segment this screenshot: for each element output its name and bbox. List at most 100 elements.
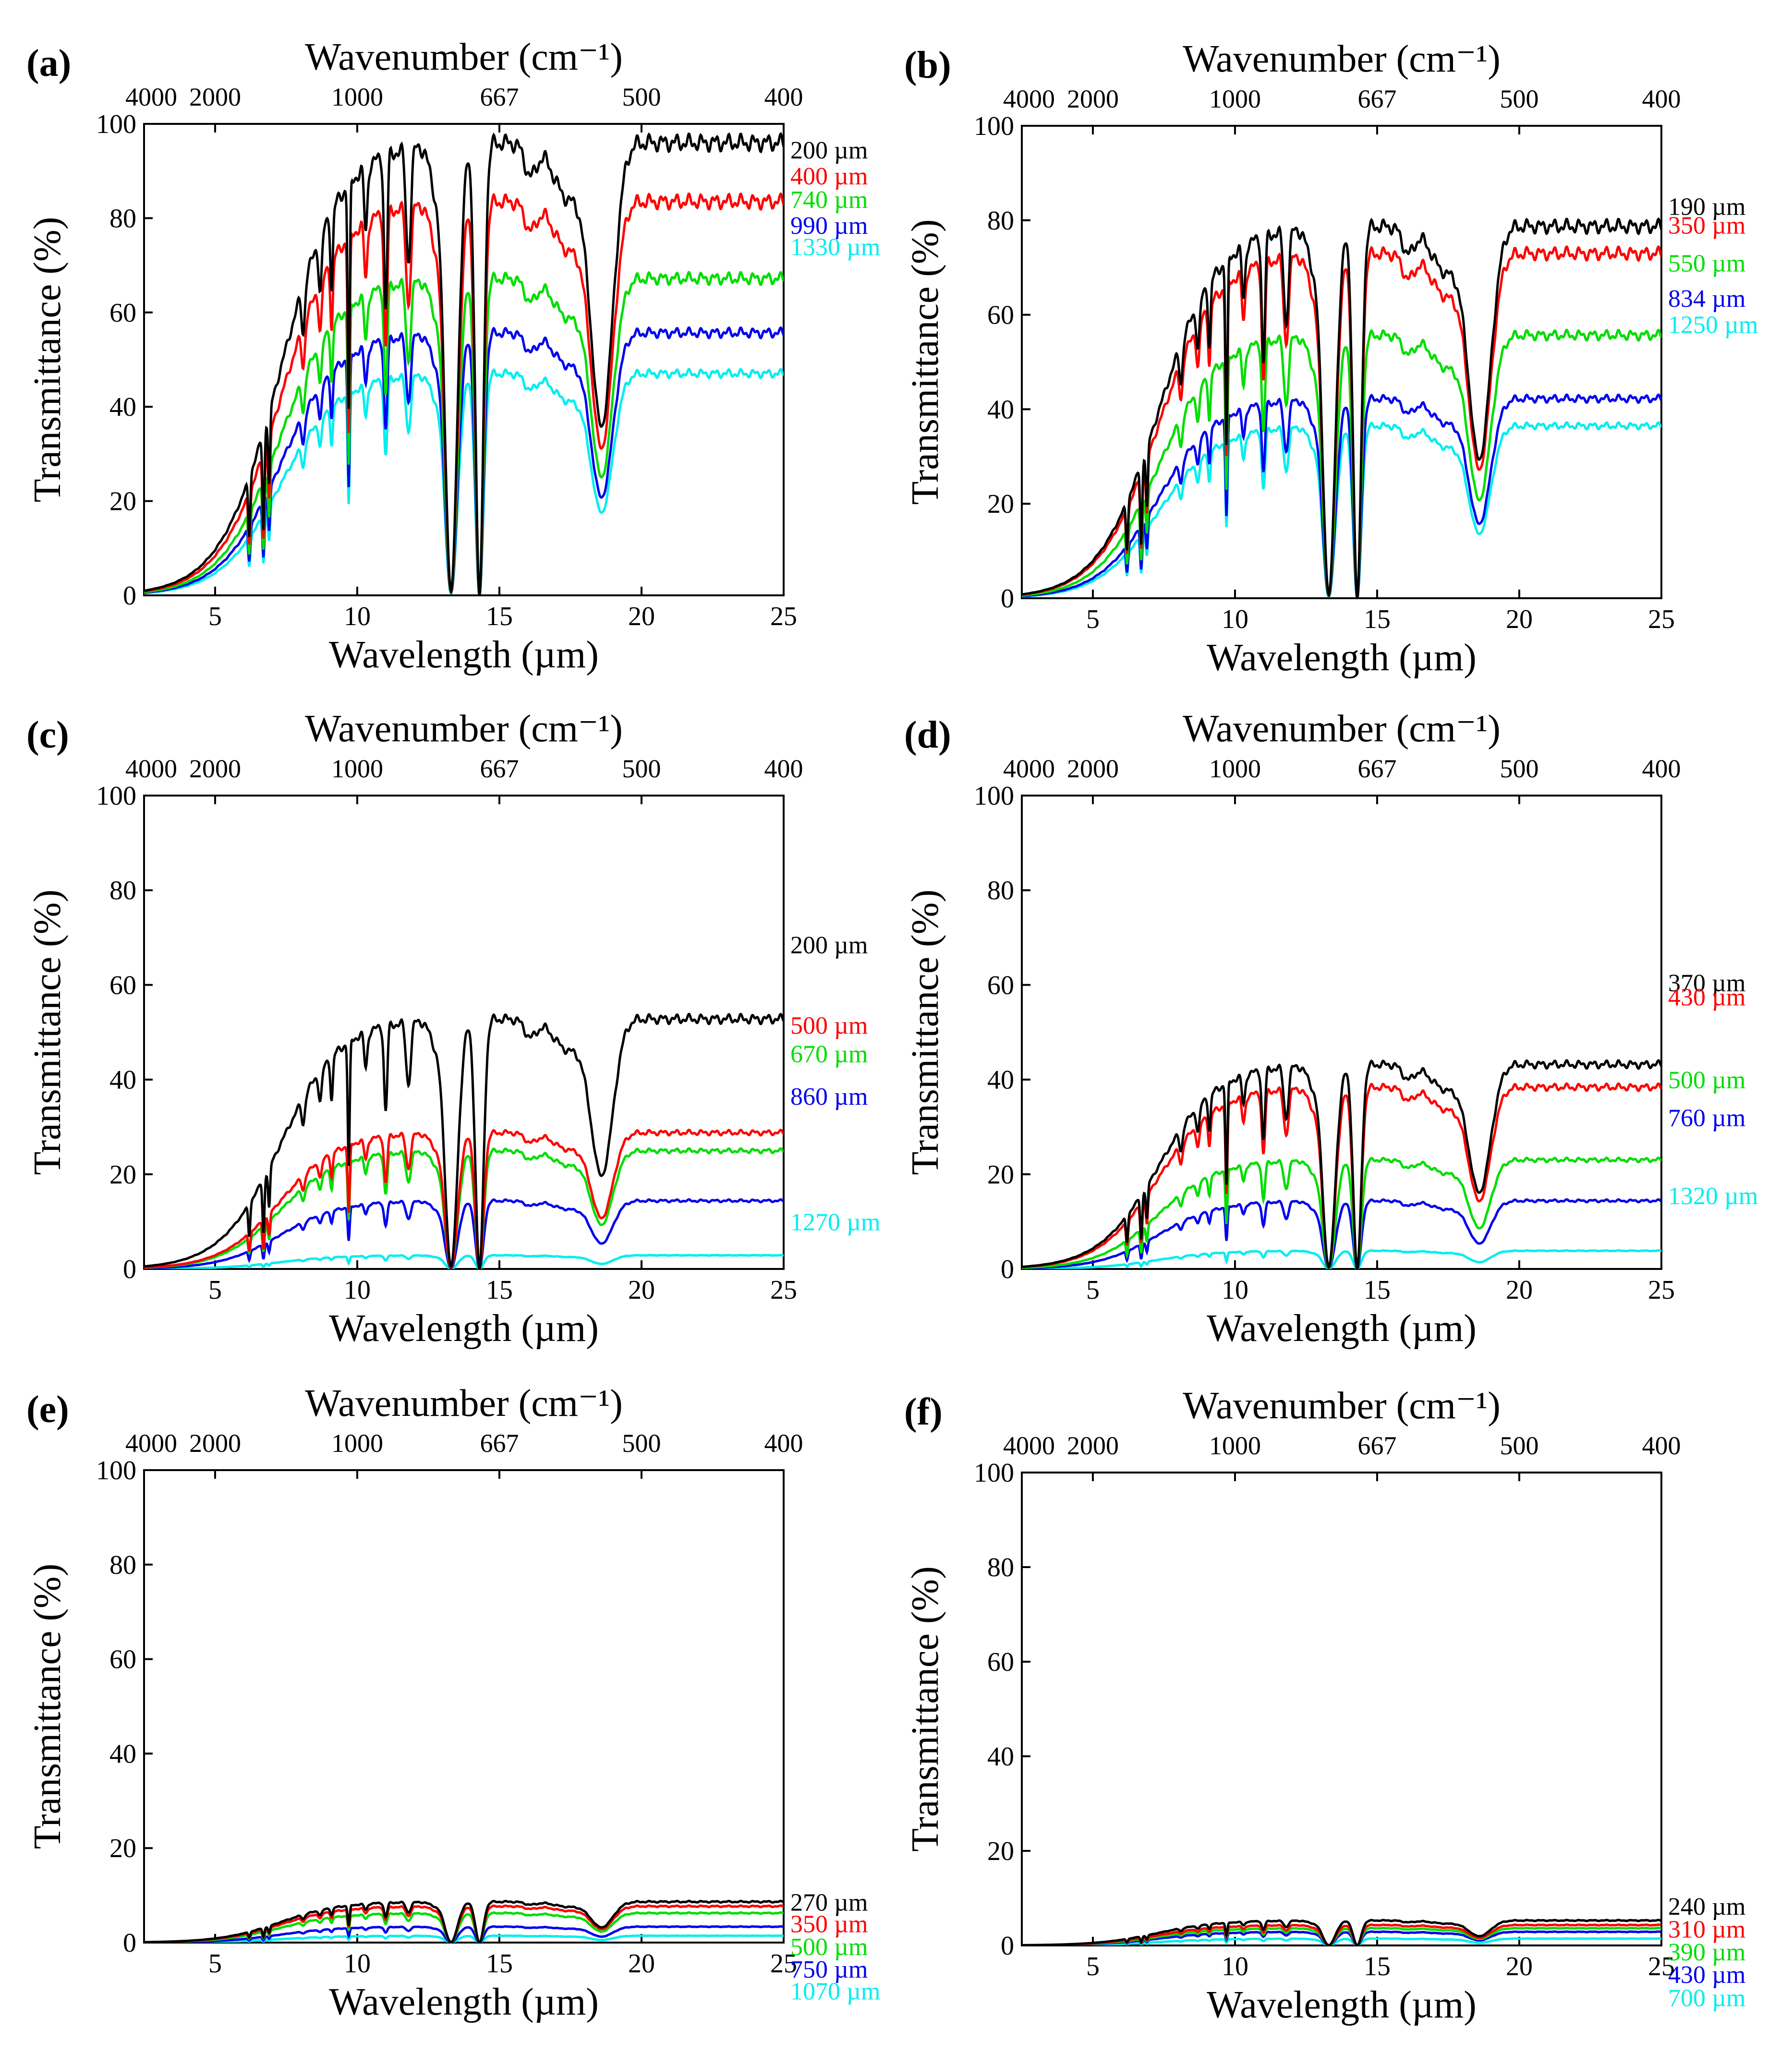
chart-panel: (b) Wavenumber (cm⁻¹)4000 2000 1000 667 500 40… xyxy=(904,38,1758,679)
top-tick-label: 4000 xyxy=(1003,1431,1055,1460)
panel-label: (f) xyxy=(904,1391,943,1433)
x-tick-label: 25 xyxy=(1648,604,1675,634)
legend-label: 390 µm xyxy=(1668,1939,1745,1966)
plot-frame xyxy=(1021,795,1662,1270)
series-line xyxy=(1022,1198,1661,1269)
x-tick-label: 25 xyxy=(770,1275,797,1305)
top-axis-title: Wavenumber (cm⁻¹) xyxy=(305,36,623,78)
x-tick-label: 20 xyxy=(628,602,655,631)
y-tick-label: 100 xyxy=(96,781,136,811)
x-tick-label: 5 xyxy=(208,602,222,631)
y-tick-label: 0 xyxy=(123,581,136,611)
legend-label: 700 µm xyxy=(1668,1984,1745,2012)
y-tick-label: 100 xyxy=(974,781,1014,811)
legend-label: 500 µm xyxy=(790,1933,868,1961)
top-tick-label: 2000 xyxy=(189,83,241,111)
y-tick-label: 0 xyxy=(1001,1255,1014,1284)
y-tick-label: 100 xyxy=(974,111,1014,141)
series-line xyxy=(144,368,784,595)
x-tick-label: 20 xyxy=(1506,1275,1533,1305)
x-tick-label: 5 xyxy=(1086,1952,1100,1981)
x-tick-label: 15 xyxy=(486,1275,513,1305)
series-line xyxy=(144,1254,784,1269)
top-axis-title: Wavenumber (cm⁻¹) xyxy=(305,708,623,750)
y-tick-label: 60 xyxy=(109,970,136,1000)
panel-label: (c) xyxy=(26,714,69,756)
legend-label: 1070 µm xyxy=(790,1978,880,2005)
top-tick-label: 2000 xyxy=(1067,1431,1119,1460)
y-axis-title: Transmittance (%) xyxy=(904,1566,946,1852)
top-tick-label: 400 xyxy=(764,83,803,111)
top-tick-label: 2000 xyxy=(189,1429,241,1458)
legend-label: 350 µm xyxy=(1668,212,1745,240)
y-axis-title: Transmittance (%) xyxy=(26,890,69,1175)
series-line xyxy=(144,326,784,595)
top-tick-label: 500 xyxy=(622,1429,661,1458)
legend-label: 670 µm xyxy=(790,1040,868,1068)
x-tick-label: 20 xyxy=(628,1275,655,1305)
x-tick-label: 15 xyxy=(1364,604,1391,634)
chart-panel: (e) Wavenumber (cm⁻¹)4000 2000 1000 667 500 40… xyxy=(26,1382,880,2023)
legend-label: 1270 µm xyxy=(790,1208,880,1236)
top-tick-label: 667 xyxy=(480,754,519,783)
top-tick-label: 4000 xyxy=(125,1429,177,1458)
series-line xyxy=(1022,1156,1661,1269)
top-tick-label: 667 xyxy=(1358,85,1397,113)
legend-label: 270 µm xyxy=(790,1889,868,1916)
y-tick-label: 20 xyxy=(109,1160,136,1190)
legend-label: 500 µm xyxy=(790,1012,868,1039)
legend-label: 1320 µm xyxy=(1668,1183,1758,1210)
x-tick-label: 20 xyxy=(1506,1952,1533,1981)
y-tick-label: 40 xyxy=(109,1739,136,1769)
panel-label: (a) xyxy=(26,42,71,85)
legend-label: 990 µm xyxy=(790,212,868,240)
x-tick-label: 10 xyxy=(1222,604,1248,634)
plot-frame xyxy=(1021,125,1662,599)
top-tick-label: 500 xyxy=(1500,1431,1539,1460)
top-tick-label: 1000 xyxy=(331,1429,383,1458)
x-axis-title: Wavelength (µm) xyxy=(329,1981,599,2023)
series-line xyxy=(1022,1919,1661,1945)
series-line xyxy=(144,270,784,595)
y-tick-label: 40 xyxy=(987,395,1014,424)
x-tick-label: 10 xyxy=(344,1275,371,1305)
top-tick-label: 400 xyxy=(1642,85,1681,113)
x-axis-title: Wavelength (µm) xyxy=(329,1307,599,1350)
plot-frame xyxy=(143,123,785,596)
top-tick-label: 4000 xyxy=(1003,85,1055,113)
series-line xyxy=(144,1925,784,1943)
plot-frame xyxy=(1021,1472,1662,1946)
top-axis-title: Wavenumber (cm⁻¹) xyxy=(1183,708,1501,750)
chart-panel: (f) Wavenumber (cm⁻¹)4000 2000 1000 667 500 40… xyxy=(904,1385,1745,2026)
x-tick-label: 15 xyxy=(486,1949,513,1979)
top-tick-label: 400 xyxy=(1642,1431,1681,1460)
y-tick-label: 60 xyxy=(987,301,1014,330)
legend-label: 240 µm xyxy=(1668,1893,1745,1920)
legend-label: 350 µm xyxy=(790,1911,868,1938)
y-tick-label: 80 xyxy=(987,206,1014,236)
series-line xyxy=(144,1128,784,1269)
y-tick-label: 40 xyxy=(109,1065,136,1095)
x-tick-label: 15 xyxy=(1364,1952,1391,1981)
top-axis-title: Wavenumber (cm⁻¹) xyxy=(1183,1385,1501,1427)
y-tick-label: 80 xyxy=(987,876,1014,906)
y-axis-title: Transmittance (%) xyxy=(904,890,946,1175)
top-tick-label: 500 xyxy=(1500,754,1539,783)
series-line xyxy=(144,132,784,595)
top-axis-title: Wavenumber (cm⁻¹) xyxy=(1183,38,1501,80)
top-tick-label: 667 xyxy=(480,83,519,111)
x-tick-label: 5 xyxy=(208,1949,222,1979)
y-tick-label: 80 xyxy=(987,1553,1014,1582)
series-line xyxy=(1022,217,1661,598)
top-tick-label: 1000 xyxy=(1209,754,1261,783)
y-tick-label: 0 xyxy=(123,1255,136,1284)
y-tick-label: 20 xyxy=(987,1160,1014,1190)
top-tick-label: 2000 xyxy=(1067,754,1119,783)
x-tick-label: 25 xyxy=(1648,1275,1675,1305)
top-tick-label: 667 xyxy=(480,1429,519,1458)
legend-label: 760 µm xyxy=(1668,1104,1745,1132)
top-tick-label: 2000 xyxy=(1067,85,1119,113)
top-tick-label: 667 xyxy=(1358,754,1397,783)
chart-panel: (d) Wavenumber (cm⁻¹)4000 2000 1000 667 500 40… xyxy=(904,708,1758,1350)
